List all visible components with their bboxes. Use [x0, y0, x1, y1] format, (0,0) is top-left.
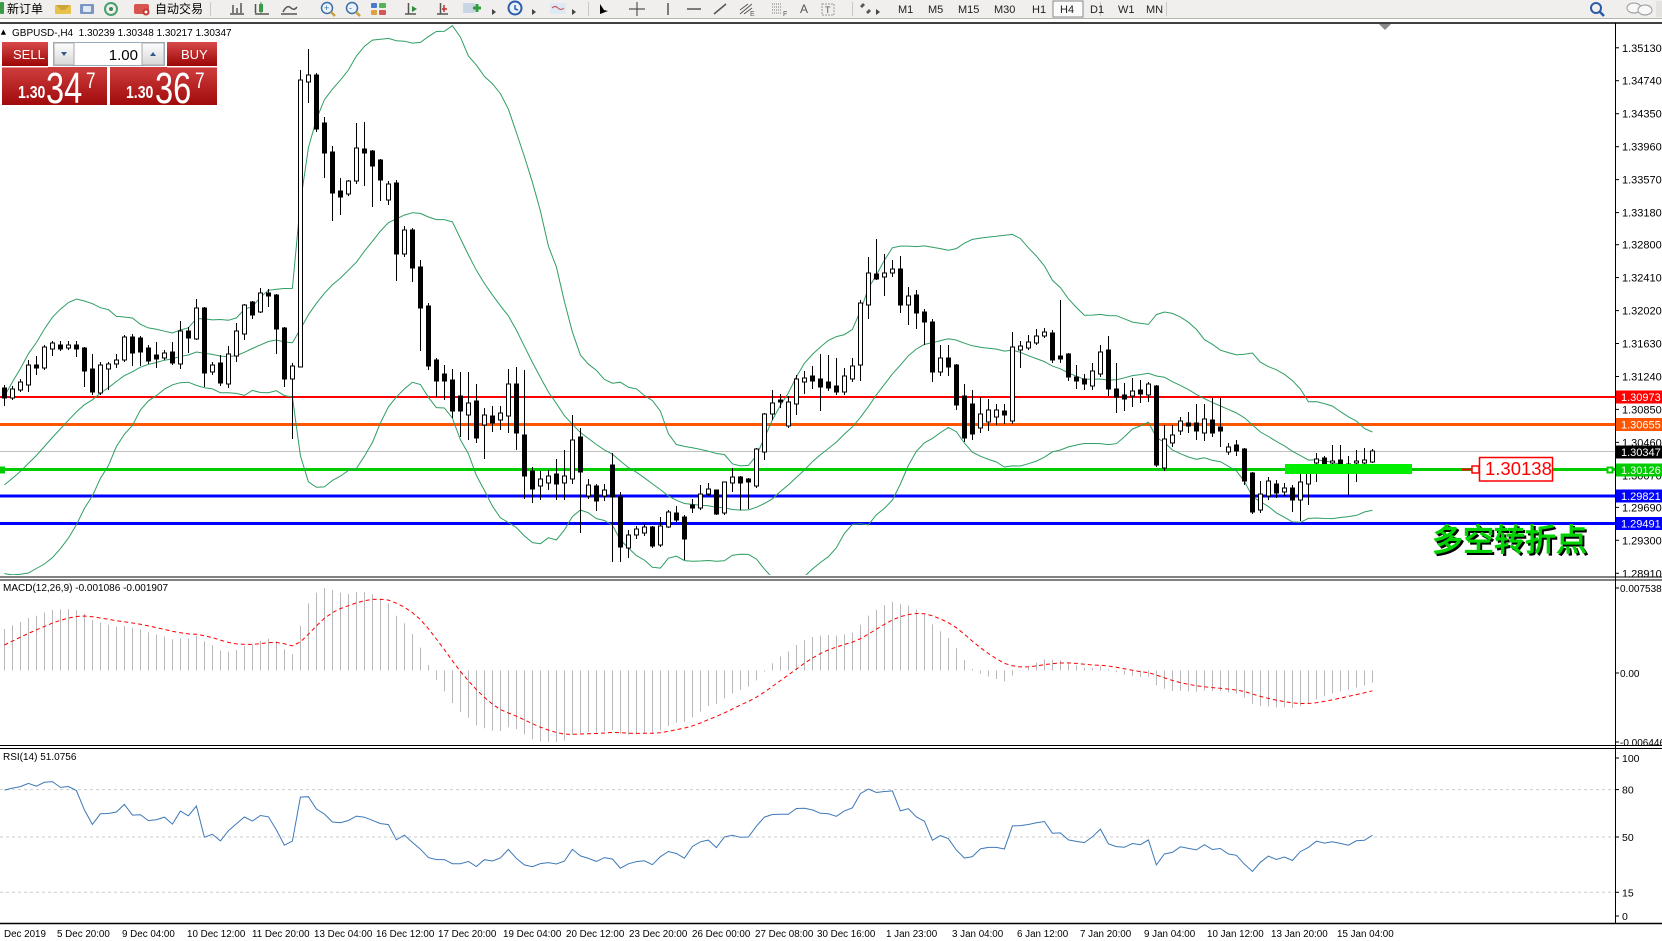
- svg-text:1.29690: 1.29690: [1622, 502, 1662, 514]
- svg-text:M30: M30: [994, 4, 1015, 16]
- svg-text:1.33960: 1.33960: [1622, 142, 1662, 154]
- svg-text:A: A: [800, 2, 808, 16]
- svg-text:9 Dec 04:00: 9 Dec 04:00: [122, 929, 175, 940]
- svg-text:H4: H4: [1060, 4, 1074, 16]
- svg-text:1.33180: 1.33180: [1622, 208, 1662, 220]
- svg-text:1.29821: 1.29821: [1621, 491, 1661, 503]
- svg-text:1.33570: 1.33570: [1622, 175, 1662, 187]
- svg-text:1.32410: 1.32410: [1622, 273, 1662, 285]
- svg-text:1.32020: 1.32020: [1622, 306, 1662, 318]
- svg-text:1 Jan 23:00: 1 Jan 23:00: [886, 929, 938, 940]
- svg-text:16 Dec 12:00: 16 Dec 12:00: [376, 929, 435, 940]
- svg-text:0: 0: [1622, 911, 1628, 923]
- svg-text:Dec 2019: Dec 2019: [4, 929, 46, 940]
- svg-text:0.007538: 0.007538: [1620, 584, 1662, 595]
- svg-text:7: 7: [195, 69, 205, 94]
- svg-text:MN: MN: [1146, 4, 1163, 16]
- svg-text:多空转折点: 多空转折点: [1432, 523, 1587, 558]
- svg-text:1.30138: 1.30138: [1485, 458, 1552, 479]
- svg-text:10 Dec 12:00: 10 Dec 12:00: [187, 929, 246, 940]
- svg-text:1.30655: 1.30655: [1621, 420, 1661, 432]
- svg-text:自动交易: 自动交易: [155, 1, 203, 16]
- svg-text:M5: M5: [928, 4, 943, 16]
- svg-text:7 Jan 20:00: 7 Jan 20:00: [1080, 929, 1132, 940]
- svg-text:20 Dec 12:00: 20 Dec 12:00: [566, 929, 625, 940]
- svg-text:50: 50: [1622, 832, 1634, 844]
- svg-text:W1: W1: [1118, 4, 1135, 16]
- svg-text:-: -: [349, 3, 352, 13]
- svg-text:27 Dec 08:00: 27 Dec 08:00: [755, 929, 814, 940]
- svg-text:M15: M15: [958, 4, 979, 16]
- svg-text:1.35130: 1.35130: [1622, 43, 1662, 55]
- svg-text:5 Dec 20:00: 5 Dec 20:00: [57, 929, 110, 940]
- svg-text:RSI(14) 51.0756: RSI(14) 51.0756: [3, 752, 77, 763]
- svg-text:0.00: 0.00: [1620, 669, 1640, 680]
- svg-text:1.32800: 1.32800: [1622, 240, 1662, 252]
- svg-text:新订单: 新订单: [7, 1, 43, 16]
- svg-text:1.28910: 1.28910: [1622, 568, 1662, 580]
- svg-text:+: +: [324, 3, 329, 13]
- svg-text:MACD(12,26,9) -0.001086 -0.001: MACD(12,26,9) -0.001086 -0.001907: [3, 583, 169, 594]
- svg-text:6 Jan 12:00: 6 Jan 12:00: [1017, 929, 1069, 940]
- svg-text:100: 100: [1622, 753, 1640, 765]
- svg-text:7: 7: [86, 69, 96, 94]
- svg-text:19 Dec 04:00: 19 Dec 04:00: [503, 929, 562, 940]
- svg-text:13 Dec 04:00: 13 Dec 04:00: [314, 929, 373, 940]
- svg-text:M1: M1: [898, 4, 913, 16]
- svg-text:15 Jan 04:00: 15 Jan 04:00: [1337, 929, 1394, 940]
- svg-text:26 Dec 00:00: 26 Dec 00:00: [692, 929, 751, 940]
- svg-text:1.30: 1.30: [18, 82, 45, 102]
- svg-text:17 Dec 20:00: 17 Dec 20:00: [438, 929, 497, 940]
- svg-text:1.34740: 1.34740: [1622, 76, 1662, 88]
- svg-text:BUY: BUY: [181, 47, 208, 62]
- svg-text:30 Dec 16:00: 30 Dec 16:00: [817, 929, 876, 940]
- svg-text:E: E: [750, 11, 755, 18]
- svg-text:1.30: 1.30: [126, 82, 153, 102]
- svg-text:GBPUSD-,H4 1.30239 1.30348 1.: GBPUSD-,H4 1.30239 1.30348 1.30217 1.303…: [12, 28, 232, 39]
- svg-text:1.30347: 1.30347: [1621, 447, 1661, 459]
- svg-text:SELL: SELL: [13, 47, 45, 62]
- svg-text:H1: H1: [1032, 4, 1046, 16]
- svg-text:1.00: 1.00: [109, 47, 138, 64]
- svg-text:3 Jan 04:00: 3 Jan 04:00: [952, 929, 1004, 940]
- svg-text:9 Jan 04:00: 9 Jan 04:00: [1144, 929, 1196, 940]
- svg-text:10 Jan 12:00: 10 Jan 12:00: [1207, 929, 1264, 940]
- svg-text:11 Dec 20:00: 11 Dec 20:00: [252, 929, 310, 940]
- svg-text:34: 34: [46, 64, 82, 113]
- svg-text:1.30850: 1.30850: [1622, 404, 1662, 416]
- svg-text:1.30126: 1.30126: [1621, 465, 1661, 477]
- svg-text:80: 80: [1622, 785, 1634, 797]
- svg-text:F: F: [783, 11, 787, 18]
- svg-text:1.30973: 1.30973: [1621, 392, 1661, 404]
- svg-text:1.29491: 1.29491: [1621, 519, 1661, 531]
- svg-text:23 Dec 20:00: 23 Dec 20:00: [629, 929, 688, 940]
- svg-text:15: 15: [1622, 887, 1634, 899]
- svg-text:1.31240: 1.31240: [1622, 372, 1662, 384]
- svg-text:-0.006446: -0.006446: [1620, 738, 1662, 749]
- svg-text:1.34350: 1.34350: [1622, 109, 1662, 121]
- svg-text:36: 36: [155, 64, 191, 113]
- svg-text:13 Jan 20:00: 13 Jan 20:00: [1271, 929, 1328, 940]
- svg-text:1.29300: 1.29300: [1622, 535, 1662, 547]
- svg-text:1.31630: 1.31630: [1622, 339, 1662, 351]
- svg-text:T: T: [825, 5, 831, 15]
- svg-text:D1: D1: [1090, 4, 1104, 16]
